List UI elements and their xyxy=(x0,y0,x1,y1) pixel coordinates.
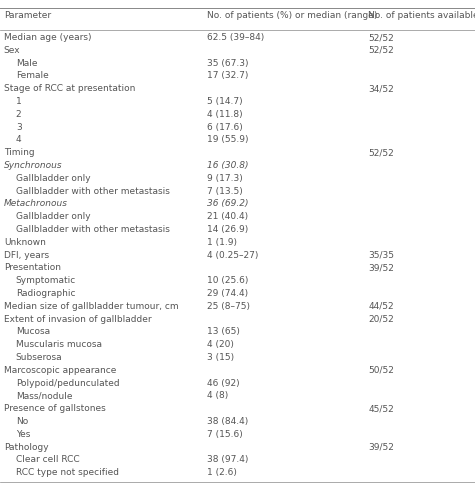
Text: Polypoid/pedunculated: Polypoid/pedunculated xyxy=(16,379,119,388)
Text: 45/52: 45/52 xyxy=(368,404,394,413)
Text: 52/52: 52/52 xyxy=(368,46,394,55)
Text: 38 (97.4): 38 (97.4) xyxy=(207,455,248,464)
Text: Pathology: Pathology xyxy=(4,443,48,452)
Text: Marcoscopic appearance: Marcoscopic appearance xyxy=(4,366,116,375)
Text: 5 (14.7): 5 (14.7) xyxy=(207,97,242,106)
Text: Metachronous: Metachronous xyxy=(4,199,68,208)
Text: 21 (40.4): 21 (40.4) xyxy=(207,212,248,221)
Text: Stage of RCC at presentation: Stage of RCC at presentation xyxy=(4,84,135,93)
Text: Parameter: Parameter xyxy=(4,11,51,20)
Text: 3 (15): 3 (15) xyxy=(207,353,234,362)
Text: 4: 4 xyxy=(16,135,21,144)
Text: 7 (15.6): 7 (15.6) xyxy=(207,430,242,439)
Text: 10 (25.6): 10 (25.6) xyxy=(207,276,248,285)
Text: 2: 2 xyxy=(16,110,21,119)
Text: 17 (32.7): 17 (32.7) xyxy=(207,71,248,80)
Text: Median size of gallbladder tumour, cm: Median size of gallbladder tumour, cm xyxy=(4,302,179,311)
Text: 39/52: 39/52 xyxy=(368,443,394,452)
Text: 20/52: 20/52 xyxy=(368,314,394,323)
Text: Mucosa: Mucosa xyxy=(16,327,50,337)
Text: Unknown: Unknown xyxy=(4,238,46,247)
Text: 9 (17.3): 9 (17.3) xyxy=(207,174,242,183)
Text: 19 (55.9): 19 (55.9) xyxy=(207,135,248,144)
Text: 39/52: 39/52 xyxy=(368,264,394,273)
Text: Sex: Sex xyxy=(4,46,20,55)
Text: 16 (30.8): 16 (30.8) xyxy=(207,161,248,170)
Text: No: No xyxy=(16,417,28,426)
Text: RCC type not specified: RCC type not specified xyxy=(16,468,119,477)
Text: 7 (13.5): 7 (13.5) xyxy=(207,187,242,196)
Text: 35/35: 35/35 xyxy=(368,250,394,260)
Text: 4 (20): 4 (20) xyxy=(207,340,234,349)
Text: Presentation: Presentation xyxy=(4,264,61,273)
Text: Female: Female xyxy=(16,71,48,80)
Text: Synchronous: Synchronous xyxy=(4,161,62,170)
Text: 62.5 (39–84): 62.5 (39–84) xyxy=(207,33,264,42)
Text: Subserosa: Subserosa xyxy=(16,353,62,362)
Text: Mass/nodule: Mass/nodule xyxy=(16,391,72,400)
Text: Gallbladder with other metastasis: Gallbladder with other metastasis xyxy=(16,225,170,234)
Text: 3: 3 xyxy=(16,123,21,132)
Text: Median age (years): Median age (years) xyxy=(4,33,91,42)
Text: Extent of invasion of gallbladder: Extent of invasion of gallbladder xyxy=(4,314,152,323)
Text: 13 (65): 13 (65) xyxy=(207,327,239,337)
Text: Gallbladder only: Gallbladder only xyxy=(16,174,90,183)
Text: Gallbladder with other metastasis: Gallbladder with other metastasis xyxy=(16,187,170,196)
Text: 14 (26.9): 14 (26.9) xyxy=(207,225,248,234)
Text: 1 (1.9): 1 (1.9) xyxy=(207,238,237,247)
Text: Yes: Yes xyxy=(16,430,30,439)
Text: 4 (8): 4 (8) xyxy=(207,391,228,400)
Text: 4 (0.25–27): 4 (0.25–27) xyxy=(207,250,258,260)
Text: No. of patients (%) or median (range): No. of patients (%) or median (range) xyxy=(207,11,377,20)
Text: 1 (2.6): 1 (2.6) xyxy=(207,468,237,477)
Text: 6 (17.6): 6 (17.6) xyxy=(207,123,242,132)
Text: 4 (11.8): 4 (11.8) xyxy=(207,110,242,119)
Text: Timing: Timing xyxy=(4,148,34,157)
Text: Clear cell RCC: Clear cell RCC xyxy=(16,455,79,464)
Text: 52/52: 52/52 xyxy=(368,33,394,42)
Text: 1: 1 xyxy=(16,97,21,106)
Text: 50/52: 50/52 xyxy=(368,366,394,375)
Text: Muscularis mucosa: Muscularis mucosa xyxy=(16,340,102,349)
Text: 25 (8–75): 25 (8–75) xyxy=(207,302,250,311)
Text: 36 (69.2): 36 (69.2) xyxy=(207,199,248,208)
Text: Gallbladder only: Gallbladder only xyxy=(16,212,90,221)
Text: Presence of gallstones: Presence of gallstones xyxy=(4,404,105,413)
Text: 34/52: 34/52 xyxy=(368,84,394,93)
Text: 46 (92): 46 (92) xyxy=(207,379,239,388)
Text: 29 (74.4): 29 (74.4) xyxy=(207,289,248,298)
Text: 38 (84.4): 38 (84.4) xyxy=(207,417,248,426)
Text: Male: Male xyxy=(16,59,38,67)
Text: DFI, years: DFI, years xyxy=(4,250,49,260)
Text: 52/52: 52/52 xyxy=(368,148,394,157)
Text: 35 (67.3): 35 (67.3) xyxy=(207,59,248,67)
Text: Radiographic: Radiographic xyxy=(16,289,76,298)
Text: No. of patients available for analys: No. of patients available for analys xyxy=(368,11,475,20)
Text: 44/52: 44/52 xyxy=(368,302,394,311)
Text: Symptomatic: Symptomatic xyxy=(16,276,76,285)
